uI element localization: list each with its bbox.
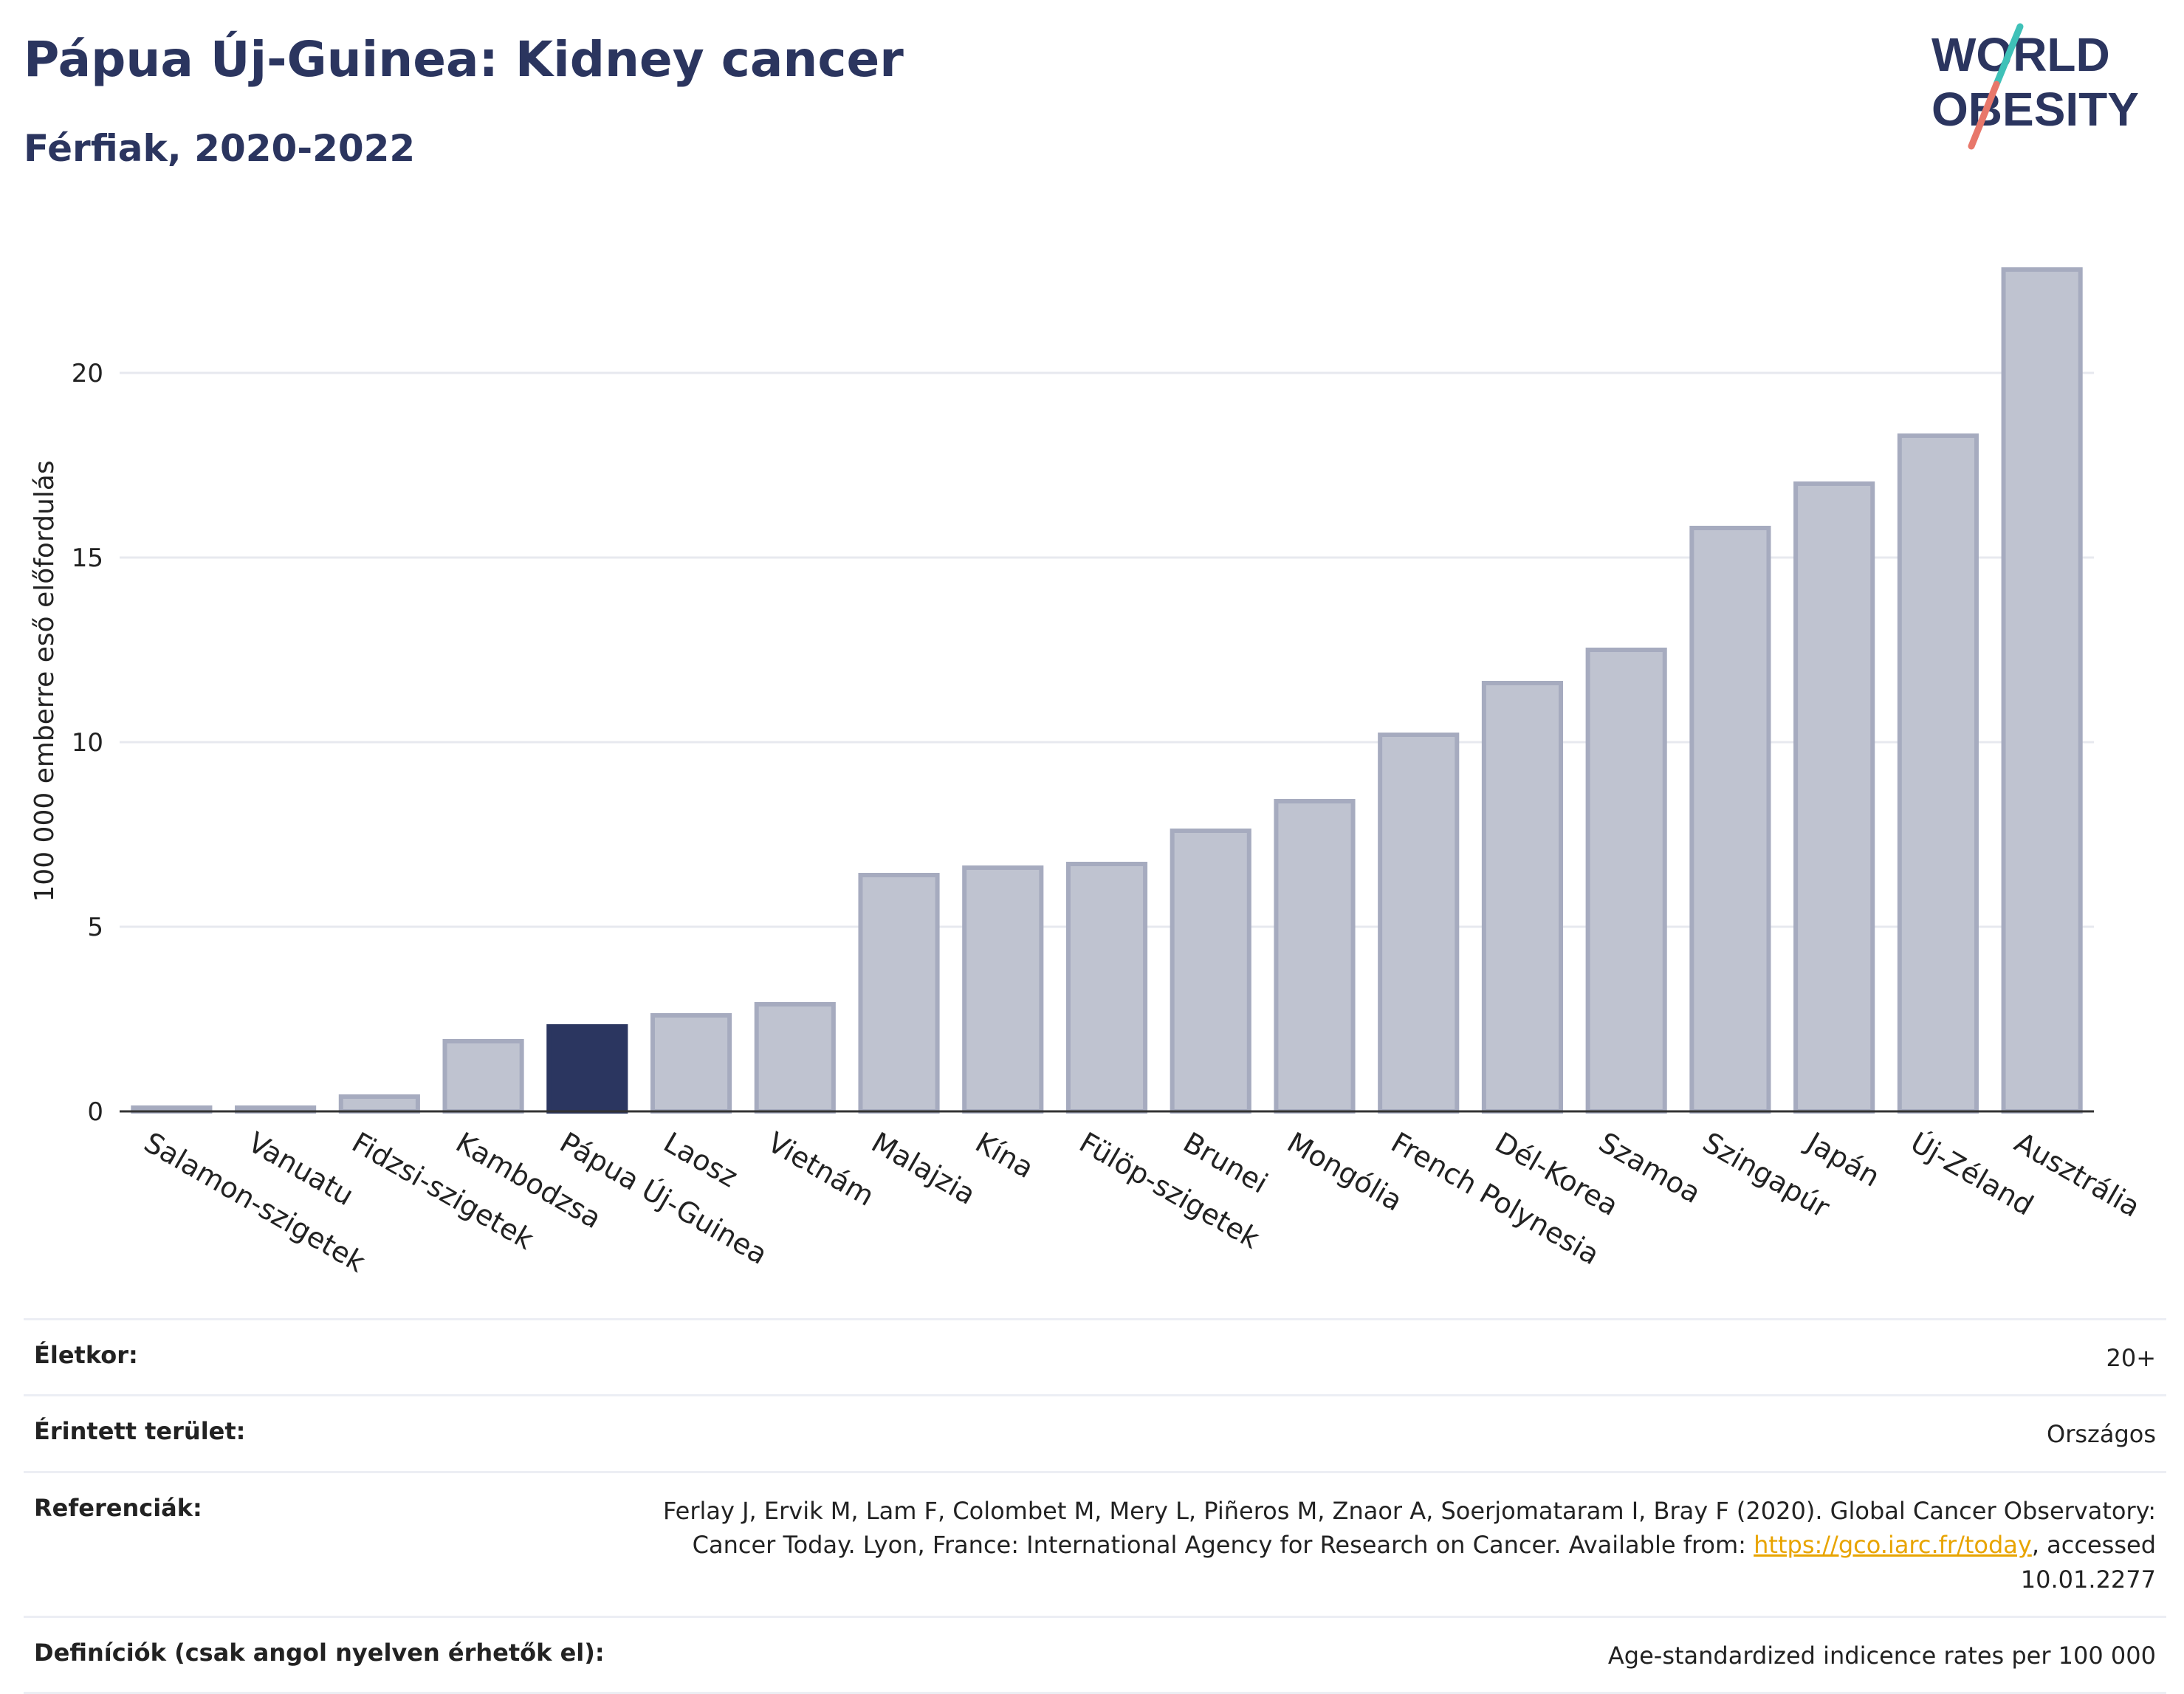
page-subtitle: Férfiak, 2020-2022 xyxy=(24,127,416,170)
x-tick-label: Malajzia xyxy=(866,1126,981,1211)
references-value: Ferlay J, Ervik M, Lam F, Colombet M, Me… xyxy=(591,1494,2156,1597)
logo-slash-coral xyxy=(1968,80,2000,150)
bar xyxy=(1170,829,1251,1114)
area-value: Országos xyxy=(2047,1420,2156,1449)
x-tick-label: Kína xyxy=(970,1126,1040,1185)
info-table: Életkor: 20+ Érintett terület: Országos … xyxy=(24,1318,2166,1694)
area-label: Érintett terület: xyxy=(34,1417,246,1446)
logo-word-world: WORLD xyxy=(1931,28,2110,81)
bar xyxy=(546,1024,628,1114)
bar xyxy=(1481,681,1564,1114)
definitions-value: Age-standardized indicence rates per 100… xyxy=(1607,1641,2156,1670)
age-value: 20+ xyxy=(2106,1344,2156,1372)
logo-word-obesity: OBESITY xyxy=(1931,83,2139,136)
bar xyxy=(1274,799,1356,1114)
y-tick-label: 20 xyxy=(72,359,103,388)
definitions-label: Definíciók (csak angol nyelven érhetők e… xyxy=(34,1638,605,1667)
bar xyxy=(1689,526,1771,1114)
bar xyxy=(2001,267,2083,1114)
bar xyxy=(1065,862,1148,1114)
bar xyxy=(1585,648,1667,1114)
reference-text: Ferlay J, Ervik M, Lam F, Colombet M, Me… xyxy=(663,1496,2156,1560)
bar xyxy=(858,873,940,1114)
reference-accessed: , accessed 10.01.2277 xyxy=(2020,1531,2156,1594)
page-title: Pápua Új-Guinea: Kidney cancer xyxy=(24,31,904,88)
info-row-references: Referenciák: Ferlay J, Ervik M, Lam F, C… xyxy=(24,1470,2166,1616)
info-row-definitions: Definíciók (csak angol nyelven érhetők e… xyxy=(24,1615,2166,1694)
y-tick-label: 10 xyxy=(72,728,103,758)
bar xyxy=(442,1039,524,1114)
info-row-age: Életkor: 20+ xyxy=(24,1318,2166,1394)
bar xyxy=(754,1002,836,1114)
info-row-area: Érintett terület: Országos xyxy=(24,1394,2166,1470)
x-tick-label: Fülöp-szigetek xyxy=(1074,1126,1266,1255)
y-axis-title: 100 000 emberre eső előfordulás xyxy=(30,460,60,902)
y-tick-label: 0 xyxy=(87,1097,103,1127)
bar xyxy=(1378,733,1460,1114)
y-tick-label: 15 xyxy=(72,543,103,573)
world-obesity-logo: WORLD OBESITY xyxy=(1931,23,2139,150)
references-label: Referenciák: xyxy=(34,1493,202,1522)
x-tick-label: Vietnám xyxy=(762,1126,879,1213)
y-tick-label: 5 xyxy=(87,913,103,942)
bar xyxy=(1897,433,1979,1114)
x-tick-label: Fidzsi-szigetek xyxy=(346,1126,539,1256)
bar xyxy=(1793,481,1875,1114)
bar xyxy=(650,1013,732,1114)
x-tick-label: Mongólia xyxy=(1282,1126,1408,1218)
bar xyxy=(962,865,1044,1114)
bar xyxy=(338,1094,420,1114)
logo-slash-teal xyxy=(1993,23,2024,88)
age-label: Életkor: xyxy=(34,1341,138,1369)
reference-link[interactable]: https://gco.iarc.fr/today xyxy=(1754,1531,2032,1560)
